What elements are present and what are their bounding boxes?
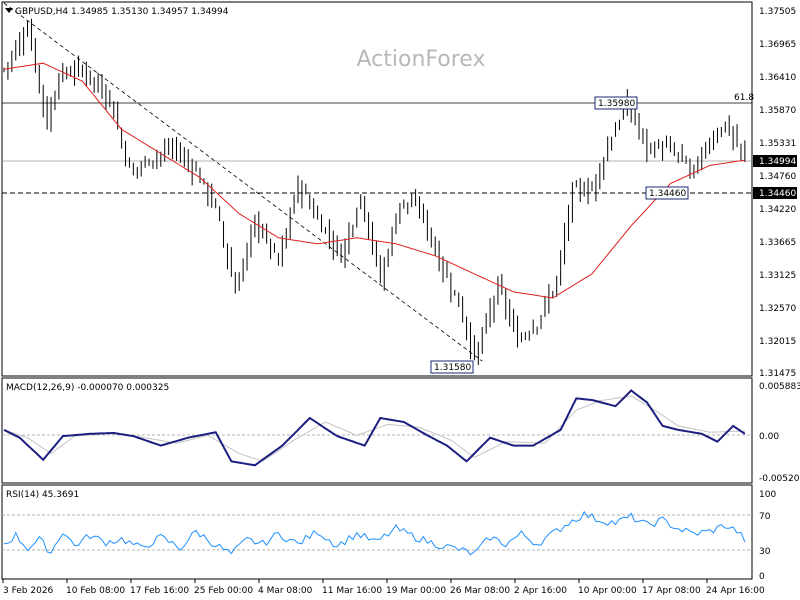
time-tick-label: 4 Mar 08:00	[258, 586, 313, 596]
price-tick-label: 1.34760	[759, 172, 796, 182]
rsi-panel[interactable]	[1, 484, 753, 580]
downtrend-line	[3, 2, 483, 362]
macd-label: MACD(12,26,9) -0.000070 0.000325	[6, 383, 169, 393]
price-tick-label: 1.32015	[759, 337, 796, 347]
time-tick-label: 10 Feb 08:00	[66, 586, 125, 596]
current-price-badge	[753, 155, 797, 167]
macd-tick-label: 0.00	[759, 432, 779, 442]
price-tick-label: 1.35870	[759, 106, 796, 116]
annotation-support: 1.34460	[649, 189, 686, 199]
time-tick-label: 3 Feb 2026	[3, 586, 54, 596]
price-tick-label: 1.36965	[759, 40, 796, 50]
current-price-badge-text: 1.34994	[759, 157, 796, 167]
time-tick-label: 11 Mar 16:00	[322, 586, 382, 596]
rsi-tick-label: 70	[759, 512, 771, 522]
annotation-low: 1.31580	[434, 363, 471, 373]
price-tick-label: 1.36410	[759, 73, 796, 83]
macd-panel[interactable]	[1, 377, 753, 484]
price-tick-label: 1.32570	[759, 304, 796, 314]
symbol-info: GBPUSD,H4 1.34985 1.35130 1.34957 1.3499…	[15, 7, 229, 17]
price-tick-label: 1.33125	[759, 271, 796, 281]
rsi-tick-label: 30	[759, 547, 771, 557]
price-tick-label: 1.33665	[759, 238, 796, 248]
macd-tick-label: -0.005209	[759, 474, 800, 484]
collapse-triangle-icon[interactable]	[5, 8, 13, 13]
annotation-high: 1.35980	[598, 99, 635, 109]
time-axis: 3 Feb 2026 10 Feb 08:00 17 Feb 16:00 25 …	[2, 579, 765, 596]
support-price-badge	[753, 187, 797, 199]
macd-tick-label: 0.005883	[759, 382, 800, 392]
time-tick-label: 2 Apr 16:00	[514, 586, 567, 596]
support-price-badge-text: 1.34460	[759, 189, 796, 199]
time-tick-label: 17 Feb 16:00	[130, 586, 189, 596]
annotation-box-support	[645, 186, 689, 200]
time-tick-label: 19 Mar 00:00	[386, 586, 446, 596]
annotation-box-high	[594, 96, 638, 110]
price-tick-label: 1.34220	[759, 205, 796, 215]
price-tick-label: 1.35331	[759, 139, 796, 149]
time-tick-label: 24 Apr 16:00	[706, 586, 765, 596]
price-tick-label: 1.31475	[759, 369, 796, 379]
time-tick-label: 26 Mar 08:00	[450, 586, 510, 596]
rsi-tick-label: 100	[759, 490, 776, 500]
price-panel[interactable]	[1, 1, 753, 377]
time-tick-label: 25 Feb 00:00	[194, 586, 253, 596]
fib-level-label: 61.8	[734, 93, 754, 103]
annotation-box-low	[430, 360, 474, 374]
rsi-tick-label: 0	[759, 572, 765, 582]
macd-line	[3, 389, 746, 467]
rsi-label: RSI(14) 45.3691	[6, 490, 79, 500]
rsi-line	[3, 510, 746, 556]
moving-average-line	[3, 62, 745, 299]
time-tick-label: 17 Apr 08:00	[642, 586, 701, 596]
watermark: ActionForex	[357, 47, 486, 72]
price-bars	[3, 18, 746, 365]
time-tick-label: 10 Apr 00:00	[578, 586, 637, 596]
price-tick-label: 1.37505	[759, 7, 796, 17]
